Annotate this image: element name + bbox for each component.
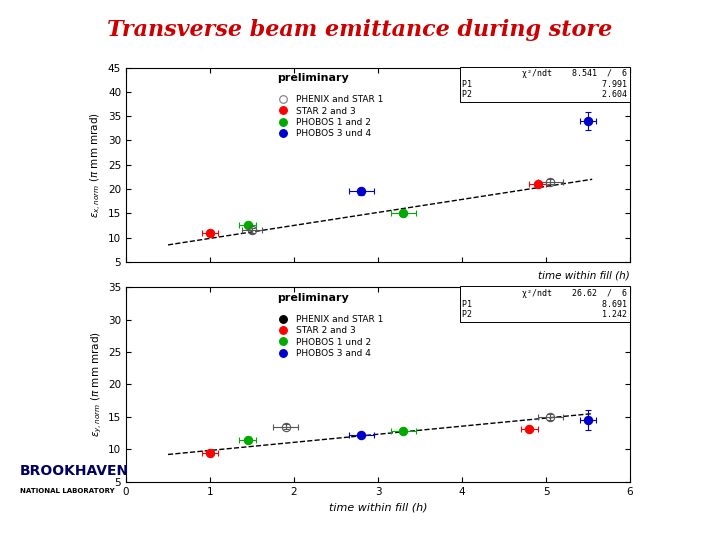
Text: preliminary: preliminary bbox=[277, 293, 349, 303]
Text: BROOKHAVEN: BROOKHAVEN bbox=[20, 464, 130, 478]
Text: time within fill (h): time within fill (h) bbox=[539, 270, 630, 280]
Text: χ²/ndt    26.62  /  6
P1                          8.691
P2                      : χ²/ndt 26.62 / 6 P1 8.691 P2 bbox=[462, 289, 628, 319]
Legend: PHENIX and STAR 1, STAR 2 and 3, PHOBOS 1 und 2, PHOBOS 3 and 4: PHENIX and STAR 1, STAR 2 and 3, PHOBOS … bbox=[274, 315, 383, 358]
Text: Transverse beam emittance during store: Transverse beam emittance during store bbox=[107, 19, 613, 41]
Y-axis label: $\varepsilon_{x,norm}$ ($\pi$ mm mrad): $\varepsilon_{x,norm}$ ($\pi$ mm mrad) bbox=[89, 112, 104, 218]
Legend: PHENIX and STAR 1, STAR 2 and 3, PHOBOS 1 and 2, PHOBOS 3 und 4: PHENIX and STAR 1, STAR 2 and 3, PHOBOS … bbox=[274, 96, 383, 138]
Text: NATIONAL LABORATORY: NATIONAL LABORATORY bbox=[20, 488, 114, 494]
Text: preliminary: preliminary bbox=[277, 73, 349, 83]
X-axis label: time within fill (h): time within fill (h) bbox=[329, 502, 427, 512]
Text: χ²/ndt    8.541  /  6
P1                          7.991
P2                      : χ²/ndt 8.541 / 6 P1 7.991 P2 bbox=[462, 70, 628, 99]
Y-axis label: $\varepsilon_{y,norm}$ ($\pi$ mm mrad): $\varepsilon_{y,norm}$ ($\pi$ mm mrad) bbox=[89, 332, 104, 437]
